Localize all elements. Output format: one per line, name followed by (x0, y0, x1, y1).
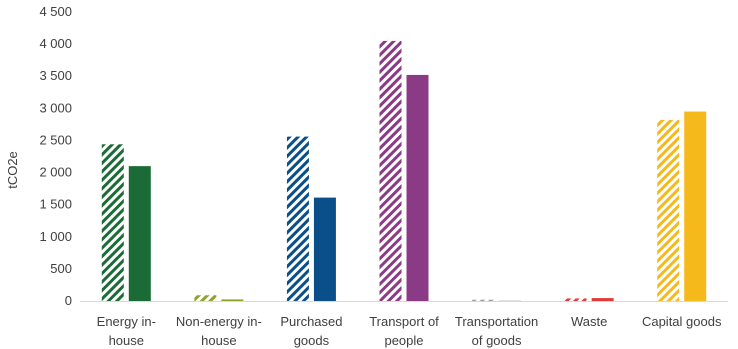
bars (101, 40, 707, 302)
x-category-label: Transportation of goods (455, 314, 538, 348)
solid-bar (221, 299, 244, 301)
y-tick-label: 1 000 (39, 229, 72, 244)
hatched-bar (286, 136, 309, 301)
y-tick-label: 4 000 (39, 36, 72, 51)
category-labels: Energy in-house Non-energy in-house Purcha… (97, 314, 722, 348)
y-tick-label: 3 000 (39, 100, 72, 115)
hatched-bar (379, 40, 402, 302)
solid-bar (684, 111, 707, 302)
hatched-bar (101, 144, 124, 301)
hatched-bar (472, 299, 495, 301)
y-tick-label: 1 500 (39, 197, 72, 212)
y-tick-label: 500 (50, 261, 72, 276)
hatched-bar (564, 298, 587, 301)
y-tick-label: 4 500 (39, 4, 72, 19)
x-category-label: Transport of people (369, 314, 439, 348)
x-category-label: Waste (571, 314, 607, 329)
y-axis-title: tCO2e (5, 151, 20, 189)
y-axis-title-text: tCO2e (5, 151, 20, 189)
solid-bar (591, 298, 614, 301)
hatched-bar (194, 295, 217, 301)
x-category-label: Energy in-house (97, 314, 156, 348)
x-category-label: Purchased goods (280, 314, 342, 348)
x-category-label: Capital goods (642, 314, 722, 329)
solid-bar (406, 74, 429, 301)
y-tick-label: 3 500 (39, 68, 72, 83)
solid-bar (128, 166, 151, 301)
y-tick-label: 2 000 (39, 165, 72, 180)
x-category-label: Non-energy in-house (176, 314, 262, 348)
y-tick-label: 0 (65, 293, 72, 308)
y-axis-ticks: 0 500 1 000 1 500 2 000 2 500 3 000 3 500 4 000 4… (39, 4, 72, 308)
solid-bar (313, 197, 336, 301)
y-tick-label: 2 500 (39, 132, 72, 147)
hatched-bar (657, 119, 680, 301)
